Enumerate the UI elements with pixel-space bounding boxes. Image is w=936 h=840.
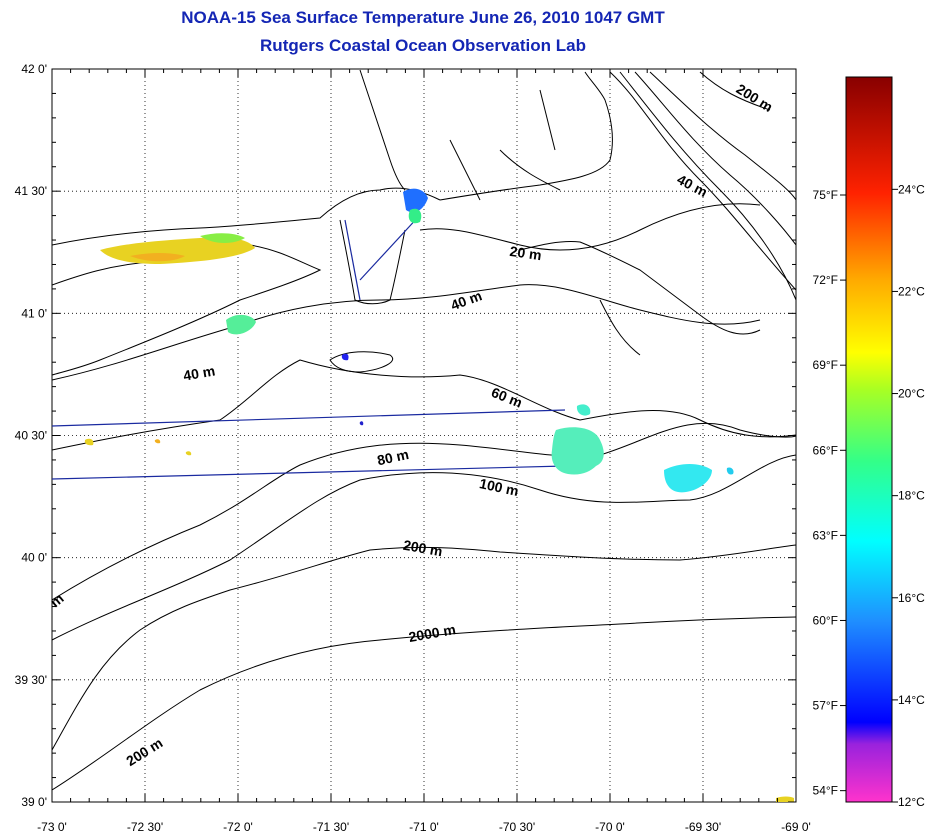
longitude-label: -72 30' xyxy=(127,820,163,834)
colorbar-celsius-label: 16°C xyxy=(898,591,925,605)
colorbar-gradient xyxy=(845,76,893,803)
latitude-label: 39 0' xyxy=(21,795,47,809)
satellite-track-line xyxy=(344,219,361,301)
satellite-track-line xyxy=(52,465,566,480)
colorbar-fahrenheit-label: 66°F xyxy=(813,443,838,457)
satellite-track-line xyxy=(359,214,421,281)
latitude-label: 40 30' xyxy=(15,429,47,443)
latitude-label: 42 0' xyxy=(21,62,47,76)
coastline-connecticut xyxy=(52,187,441,246)
graticule xyxy=(52,69,796,802)
colorbar-fahrenheit-label: 75°F xyxy=(813,188,838,202)
contour-100m xyxy=(52,454,796,641)
longitude-label: -70 30' xyxy=(499,820,535,834)
longitude-label: -71 30' xyxy=(313,820,349,834)
colorbar-fahrenheit-label: 69°F xyxy=(813,358,838,372)
contour-label: 200 m xyxy=(402,537,444,560)
longitude-label: -69 0' xyxy=(781,820,811,834)
colorbar-celsius-label: 20°C xyxy=(898,387,925,401)
sst-data-patches xyxy=(84,188,794,802)
colorbar-celsius-label: 24°C xyxy=(898,182,925,196)
satellite-track-line xyxy=(52,409,566,427)
longitude-labels: -73 0' -72 30' -72 0' -71 30' -71 0' -70 30' -… xyxy=(37,820,811,834)
latitude-label: 41 30' xyxy=(15,184,47,198)
coastline-cape-cod xyxy=(439,71,613,201)
contour-label: 40 m xyxy=(182,362,216,383)
colorbar-celsius-label: 18°C xyxy=(898,489,925,503)
colorbar-fahrenheit-label: 63°F xyxy=(813,528,838,542)
contour-label: 20 m xyxy=(509,243,543,263)
colorbar-fahrenheit-label: 54°F xyxy=(813,784,838,798)
longitude-label: -69 30' xyxy=(685,820,721,834)
contour-80m xyxy=(52,422,796,601)
frame-ticks xyxy=(51,68,797,803)
colorbar-celsius-label: 22°C xyxy=(898,284,925,298)
colorbar-celsius-label: 12°C xyxy=(898,795,925,809)
map-title: NOAA-15 Sea Surface Temperature June 26,… xyxy=(181,8,665,27)
coastline-narragansett xyxy=(339,219,406,305)
colorbar-fahrenheit-label: 60°F xyxy=(813,613,838,627)
latitude-label: 39 30' xyxy=(15,673,47,687)
latitude-label: 41 0' xyxy=(21,306,47,320)
colorbar-fahrenheit-label: 57°F xyxy=(813,699,838,713)
contour-200m xyxy=(52,544,796,751)
contour-40m-south xyxy=(52,284,761,381)
contour-40m-ne xyxy=(619,71,796,301)
contour-60m xyxy=(52,359,796,451)
longitude-label: -73 0' xyxy=(37,820,67,834)
contour-200m-ne xyxy=(609,71,796,291)
colorbar-celsius-label: 14°C xyxy=(898,693,925,707)
longitude-label: -71 0' xyxy=(409,820,439,834)
latitude-label: 40 0' xyxy=(21,551,47,565)
colorbar: 24°C 22°C 20°C 18°C 16°C 14°C 12°C 75°F 72°F 69°F… xyxy=(813,76,925,809)
contour-2000m xyxy=(52,616,796,791)
map-subtitle: Rutgers Coastal Ocean Observation Lab xyxy=(260,36,586,55)
map-content xyxy=(52,69,796,802)
longitude-label: -72 0' xyxy=(223,820,253,834)
contour-label: 80 m xyxy=(376,446,411,468)
contour-20m xyxy=(419,203,761,251)
colorbar-fahrenheit-label: 72°F xyxy=(813,273,838,287)
coastline-islands xyxy=(519,241,761,335)
longitude-label: -70 0' xyxy=(595,820,625,834)
latitude-labels: 42 0' 41 30' 41 0' 40 30' 40 0' 39 30' 39 0' xyxy=(15,62,47,809)
